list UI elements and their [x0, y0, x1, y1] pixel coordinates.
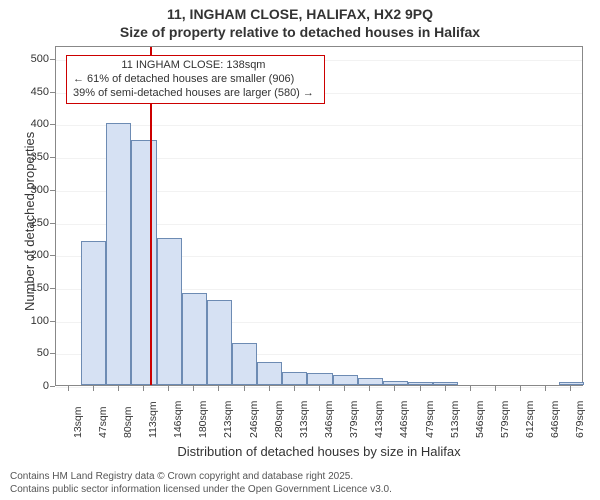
x-tick-label: 479sqm [424, 401, 436, 438]
y-tick-mark [50, 124, 55, 125]
x-tick-mark [520, 386, 521, 391]
x-tick-label: 413sqm [373, 401, 385, 438]
x-tick-label: 313sqm [298, 401, 310, 438]
y-tick-label: 350 [9, 151, 49, 163]
histogram-bar [106, 123, 131, 385]
footer-line-1: Contains HM Land Registry data © Crown c… [10, 471, 392, 484]
x-tick-mark [68, 386, 69, 391]
x-tick-label: 646sqm [549, 401, 561, 438]
x-tick-label: 246sqm [248, 401, 260, 438]
x-tick-label: 113sqm [147, 401, 159, 438]
x-tick-label: 47sqm [97, 406, 109, 438]
y-tick-label: 0 [9, 380, 49, 392]
annotation-line: 39% of semi-detached houses are larger (… [73, 87, 314, 101]
y-tick-mark [50, 288, 55, 289]
x-tick-label: 379sqm [348, 401, 360, 438]
y-tick-label: 450 [9, 86, 49, 98]
histogram-bar [207, 300, 232, 385]
x-tick-label: 446sqm [398, 401, 410, 438]
x-tick-label: 213sqm [222, 401, 234, 438]
x-tick-label: 513sqm [449, 401, 461, 438]
histogram-bar [358, 378, 383, 385]
x-tick-label: 180sqm [197, 401, 209, 438]
y-tick-mark [50, 353, 55, 354]
y-tick-label: 250 [9, 217, 49, 229]
x-tick-mark [93, 386, 94, 391]
x-tick-mark [495, 386, 496, 391]
y-tick-label: 400 [9, 118, 49, 130]
histogram-bar [131, 140, 156, 385]
chart-title: 11, INGHAM CLOSE, HALIFAX, HX2 9PQ [0, 6, 600, 22]
histogram-bar [182, 293, 207, 385]
annotation-line: ← 61% of detached houses are smaller (90… [73, 73, 314, 87]
y-tick-label: 150 [9, 282, 49, 294]
x-tick-label: 13sqm [72, 406, 84, 438]
y-tick-label: 200 [9, 249, 49, 261]
x-tick-mark [269, 386, 270, 391]
histogram-bar [282, 372, 307, 385]
x-tick-mark [319, 386, 320, 391]
plot-area: 11 INGHAM CLOSE: 138sqm← 61% of detached… [55, 46, 583, 386]
y-tick-label: 50 [9, 347, 49, 359]
footer-line-2: Contains public sector information licen… [10, 484, 392, 497]
x-tick-label: 80sqm [122, 406, 134, 438]
chart-subtitle: Size of property relative to detached ho… [0, 24, 600, 40]
annotation-line: 11 INGHAM CLOSE: 138sqm [73, 59, 314, 73]
x-axis-title: Distribution of detached houses by size … [55, 444, 583, 459]
x-tick-mark [143, 386, 144, 391]
x-tick-mark [193, 386, 194, 391]
y-tick-label: 100 [9, 315, 49, 327]
y-tick-mark [50, 59, 55, 60]
histogram-bar [408, 382, 433, 385]
x-tick-mark [445, 386, 446, 391]
x-tick-label: 546sqm [474, 401, 486, 438]
chart-container: 11, INGHAM CLOSE, HALIFAX, HX2 9PQ Size … [0, 0, 600, 500]
x-tick-mark [545, 386, 546, 391]
x-tick-mark [420, 386, 421, 391]
x-tick-mark [118, 386, 119, 391]
x-tick-mark [344, 386, 345, 391]
y-tick-mark [50, 255, 55, 256]
grid-line [56, 125, 582, 126]
x-tick-label: 612sqm [524, 401, 536, 438]
x-tick-mark [470, 386, 471, 391]
histogram-bar [559, 382, 584, 385]
x-tick-mark [369, 386, 370, 391]
y-tick-mark [50, 157, 55, 158]
y-tick-mark [50, 223, 55, 224]
histogram-bar [257, 362, 282, 385]
x-tick-mark [244, 386, 245, 391]
histogram-bar [307, 373, 332, 385]
y-tick-mark [50, 386, 55, 387]
y-tick-label: 300 [9, 184, 49, 196]
y-tick-mark [50, 190, 55, 191]
y-tick-label: 500 [9, 53, 49, 65]
x-tick-mark [218, 386, 219, 391]
histogram-bar [433, 382, 458, 385]
y-tick-mark [50, 321, 55, 322]
x-tick-mark [294, 386, 295, 391]
annotation-box: 11 INGHAM CLOSE: 138sqm← 61% of detached… [66, 55, 325, 104]
histogram-bar [383, 381, 408, 385]
x-tick-mark [570, 386, 571, 391]
footer-text: Contains HM Land Registry data © Crown c… [10, 471, 392, 496]
histogram-bar [333, 375, 358, 385]
x-tick-label: 280sqm [273, 401, 285, 438]
histogram-bar [157, 238, 182, 385]
x-tick-label: 679sqm [574, 401, 586, 438]
x-tick-mark [394, 386, 395, 391]
x-tick-label: 579sqm [499, 401, 511, 438]
histogram-bar [81, 241, 106, 385]
x-tick-label: 146sqm [172, 401, 184, 438]
y-tick-mark [50, 92, 55, 93]
x-tick-mark [168, 386, 169, 391]
histogram-bar [232, 343, 257, 386]
x-tick-label: 346sqm [323, 401, 335, 438]
